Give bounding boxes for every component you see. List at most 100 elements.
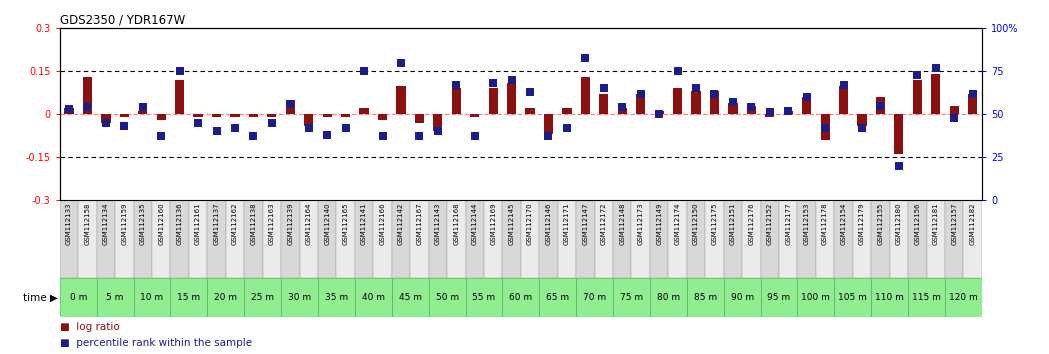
Text: GSM112163: GSM112163	[269, 202, 275, 245]
Bar	[318, 278, 355, 317]
Bar	[945, 278, 982, 317]
Bar	[97, 278, 133, 317]
Point	[540, 134, 557, 139]
Text: GSM112177: GSM112177	[786, 202, 791, 245]
Bar	[502, 200, 521, 278]
Bar	[913, 80, 922, 114]
Bar	[429, 278, 466, 317]
Bar	[170, 200, 189, 278]
Bar	[599, 94, 608, 114]
Bar	[963, 200, 982, 278]
Bar	[60, 200, 79, 278]
Text: 60 m: 60 m	[509, 293, 533, 302]
Bar	[466, 200, 484, 278]
Text: GSM112182: GSM112182	[969, 202, 976, 245]
Bar	[433, 114, 443, 131]
Text: 70 m: 70 m	[583, 293, 606, 302]
Text: GSM112136: GSM112136	[176, 202, 183, 245]
Bar	[613, 278, 650, 317]
Bar	[687, 200, 705, 278]
Bar	[470, 114, 479, 117]
Text: GSM112145: GSM112145	[509, 202, 515, 245]
Bar	[526, 108, 535, 114]
Point	[558, 125, 575, 131]
Bar	[231, 114, 239, 117]
Point	[725, 99, 742, 105]
Point	[577, 55, 594, 60]
Bar	[175, 80, 185, 114]
Bar	[691, 91, 701, 114]
Point	[227, 125, 243, 131]
Bar	[281, 278, 318, 317]
Text: 110 m: 110 m	[875, 293, 904, 302]
Point	[762, 110, 778, 115]
Bar	[834, 200, 853, 278]
Bar	[802, 97, 811, 114]
Text: GSM112143: GSM112143	[435, 202, 441, 245]
Bar	[747, 105, 756, 114]
Point	[116, 123, 133, 129]
Text: GSM112135: GSM112135	[140, 202, 146, 245]
Bar	[391, 200, 410, 278]
Bar	[300, 200, 318, 278]
Text: 45 m: 45 m	[399, 293, 422, 302]
Bar	[502, 278, 539, 317]
Bar	[890, 200, 908, 278]
Text: 105 m: 105 m	[838, 293, 868, 302]
Bar	[673, 88, 682, 114]
Point	[650, 111, 667, 117]
Bar	[853, 200, 872, 278]
Point	[854, 125, 871, 131]
Text: GSM112166: GSM112166	[380, 202, 386, 245]
Text: GSM112155: GSM112155	[877, 202, 883, 245]
Bar	[784, 111, 793, 114]
Text: GSM112134: GSM112134	[103, 202, 109, 245]
Point	[669, 68, 686, 74]
Point	[908, 72, 925, 78]
Text: GSM112173: GSM112173	[638, 202, 644, 245]
Text: GSM112174: GSM112174	[675, 202, 681, 245]
Bar	[97, 200, 115, 278]
Text: 15 m: 15 m	[177, 293, 200, 302]
Bar	[212, 114, 221, 117]
Bar	[281, 200, 300, 278]
Bar	[797, 200, 816, 278]
Text: 5 m: 5 m	[106, 293, 124, 302]
Point	[964, 91, 981, 96]
Text: GSM112157: GSM112157	[951, 202, 957, 245]
Bar	[968, 94, 978, 114]
Bar	[650, 200, 668, 278]
Bar	[839, 86, 849, 114]
Text: ■  log ratio: ■ log ratio	[60, 322, 120, 332]
Bar	[373, 200, 391, 278]
Text: GSM112146: GSM112146	[545, 202, 552, 245]
Bar	[636, 94, 645, 114]
Bar	[133, 200, 152, 278]
Text: GSM112138: GSM112138	[251, 202, 256, 245]
Bar	[414, 114, 424, 123]
Point	[835, 82, 852, 88]
Text: GSM112179: GSM112179	[859, 202, 865, 245]
Text: GSM112171: GSM112171	[564, 202, 570, 245]
Bar	[539, 200, 558, 278]
Point	[319, 132, 336, 138]
Text: GSM112162: GSM112162	[232, 202, 238, 245]
Text: GSM112176: GSM112176	[748, 202, 754, 245]
Text: 50 m: 50 m	[435, 293, 458, 302]
Point	[171, 68, 188, 74]
Bar	[932, 74, 940, 114]
Text: GSM112154: GSM112154	[840, 202, 847, 245]
Bar	[761, 200, 779, 278]
Text: GSM112148: GSM112148	[619, 202, 625, 245]
Text: GSM112158: GSM112158	[85, 202, 90, 245]
Point	[485, 80, 501, 86]
Point	[429, 129, 446, 134]
Bar	[83, 77, 92, 114]
Bar	[170, 278, 208, 317]
Point	[596, 86, 613, 91]
Point	[688, 86, 705, 91]
Text: GSM112170: GSM112170	[527, 202, 533, 245]
Point	[356, 68, 372, 74]
Text: GSM112164: GSM112164	[305, 202, 312, 245]
Bar	[728, 103, 737, 114]
